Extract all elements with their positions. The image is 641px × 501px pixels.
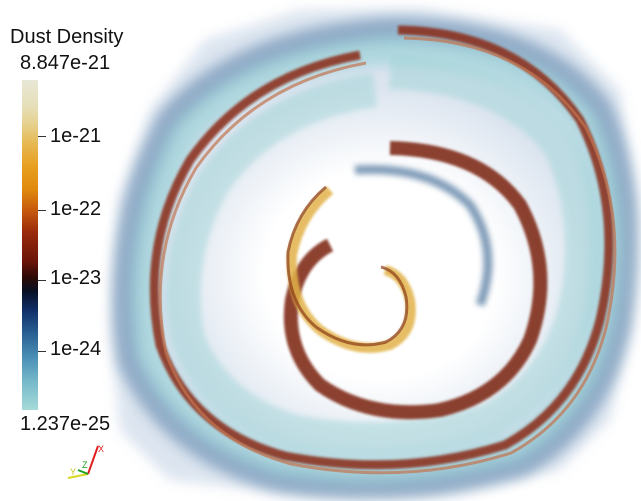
inner-spiral-arm-blue [354,164,493,307]
inner-spiral-core [286,185,409,347]
colorbar [22,80,38,410]
orientation-axes-icon[interactable]: X Y Z [60,440,120,485]
colorbar-title: Dust Density [10,26,124,48]
teal-dust-band [166,55,600,456]
outer-spiral-arm [149,25,614,470]
outer-spiral-arm-edge [158,36,617,475]
colorbar-tick-label: 1e-21 [50,125,102,147]
axis-y-line [67,473,89,479]
colorbar-tick-label: 1e-22 [50,198,102,220]
inner-spiral-arm-gold [286,186,416,353]
colorbar-tick-label: 1e-24 [50,338,102,360]
colorbar-tick [38,210,46,211]
axis-x-line [87,445,99,475]
colorbar-tick [38,351,46,352]
colorbar-tick [38,280,46,281]
colorbar-min-label: 1.237e-25 [20,413,111,435]
colorbar-max-label: 8.847e-21 [20,52,111,74]
colorbar-tick [38,136,46,137]
dust-volume-render [110,8,640,501]
colorbar-tick-label: 1e-23 [50,267,102,289]
axis-x-label: X [98,444,104,454]
axis-z-label: Z [82,460,88,470]
axis-z-line [77,469,89,475]
axis-y-label: Y [70,467,76,477]
inner-spiral-arm-outer [283,141,548,420]
